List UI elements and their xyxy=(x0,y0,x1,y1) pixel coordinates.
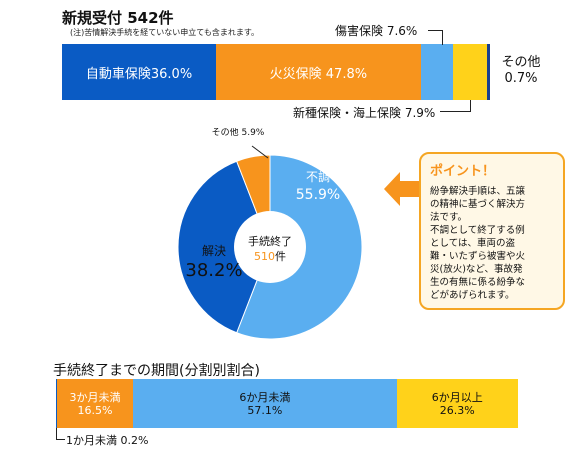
other-callout-label: その他 0.7% xyxy=(498,55,544,87)
intake-note: (注)苦情解決手続を経ていない申立ても含まれます。 xyxy=(70,28,260,37)
injury-callout-line xyxy=(428,30,443,45)
duration-segment-under-6m-value: 57.1% xyxy=(247,403,283,417)
donut-center-title: 手続終了 xyxy=(248,234,292,248)
point-line: 法です。 xyxy=(430,212,468,223)
duration-segment-under-6m-name: 6か月未満 xyxy=(239,390,291,404)
duration-segment-under-6m: 6か月未満 57.1% xyxy=(133,379,397,428)
other-callout-line1: その他 xyxy=(501,55,541,70)
point-line: 災(放火)など、事故発 xyxy=(430,264,523,275)
injury-callout-label: 傷害保険 7.6% xyxy=(335,24,418,38)
under-1m-callout-label: 1か月未満 0.2% xyxy=(66,434,149,447)
duration-segment-over-6m-name: 6か月以上 xyxy=(431,390,483,404)
duration-segment-over-6m: 6か月以上 26.3% xyxy=(396,379,518,428)
donut-center-value: 510 xyxy=(254,250,275,263)
duration-segment-under-3m: 3か月未満 16.5% xyxy=(56,379,134,428)
intake-segment-fire-label: 火災保険 47.8% xyxy=(269,66,368,82)
other-callout-line2: 0.7% xyxy=(504,71,538,86)
under-1m-callout-line xyxy=(56,428,65,440)
donut-center-unit: 件 xyxy=(275,250,286,263)
intake-segment-fire: 火災保険 47.8% xyxy=(216,44,421,100)
duration-segment-under-3m-value: 16.5% xyxy=(77,403,113,417)
duration-segment-under-3m-name: 3か月未満 xyxy=(69,390,121,404)
donut-other-leader-line xyxy=(251,145,269,159)
donut-resolved-label-value: 38.2% xyxy=(185,260,242,281)
new-marine-callout-label: 新種保険・海上保険 7.9% xyxy=(293,106,436,120)
point-box: ポイント！ 紛争解決手順は、五譲 の精神に基づく解決方 法です。 不調として終了… xyxy=(419,152,565,310)
donut-failed-label-value: 55.9% xyxy=(296,187,340,203)
donut-hole xyxy=(234,211,306,283)
point-line: としては、車両の盗 xyxy=(430,238,516,249)
point-line: 難・いたずら被害や火 xyxy=(430,251,526,262)
intake-segment-injury xyxy=(420,44,454,100)
point-line: の精神に基づく解決方 xyxy=(430,199,526,210)
donut-failed-label-name: 不調 xyxy=(306,170,330,184)
point-line: 不調として終了する例 xyxy=(430,225,525,236)
point-arrow-icon xyxy=(384,172,422,206)
donut-resolved-label-name: 解決 xyxy=(202,244,226,258)
point-line: 生の有無に係る紛争な xyxy=(430,277,526,288)
intake-segment-auto-label: 自動車保険36.0% xyxy=(85,66,193,82)
point-line: どがあげられます。 xyxy=(430,290,515,301)
new-marine-callout-line xyxy=(440,100,471,112)
donut-slice-resolved xyxy=(177,160,271,334)
intake-segment-other xyxy=(486,44,490,100)
intake-segment-new-marine xyxy=(453,44,487,100)
point-title: ポイント！ xyxy=(430,164,496,179)
donut-other-label: その他 5.9% xyxy=(212,128,265,138)
donut-center-count: 510件 xyxy=(254,250,286,263)
duration-segment-over-6m-value: 26.3% xyxy=(439,403,475,417)
duration-segment-under-1m xyxy=(56,379,57,428)
intake-segment-auto: 自動車保険36.0% xyxy=(62,44,217,100)
intake-title: 新規受付 542件 xyxy=(62,9,174,27)
intake-bar: 自動車保険36.0% 火災保険 47.8% xyxy=(62,44,490,100)
duration-title: 手続終了までの期間(分割別割合) xyxy=(53,363,260,379)
outcome-donut: その他 5.9% 不調 55.9% 解決 38.2% 手続終了 510件 xyxy=(177,128,363,340)
point-line: 紛争解決手順は、五譲 xyxy=(430,186,526,197)
duration-bar: 3か月未満 16.5% 6か月未満 57.1% 6か月以上 26.3% xyxy=(56,379,518,428)
point-text: 紛争解決手順は、五譲 の精神に基づく解決方 法です。 不調として終了する例 とし… xyxy=(430,185,554,302)
